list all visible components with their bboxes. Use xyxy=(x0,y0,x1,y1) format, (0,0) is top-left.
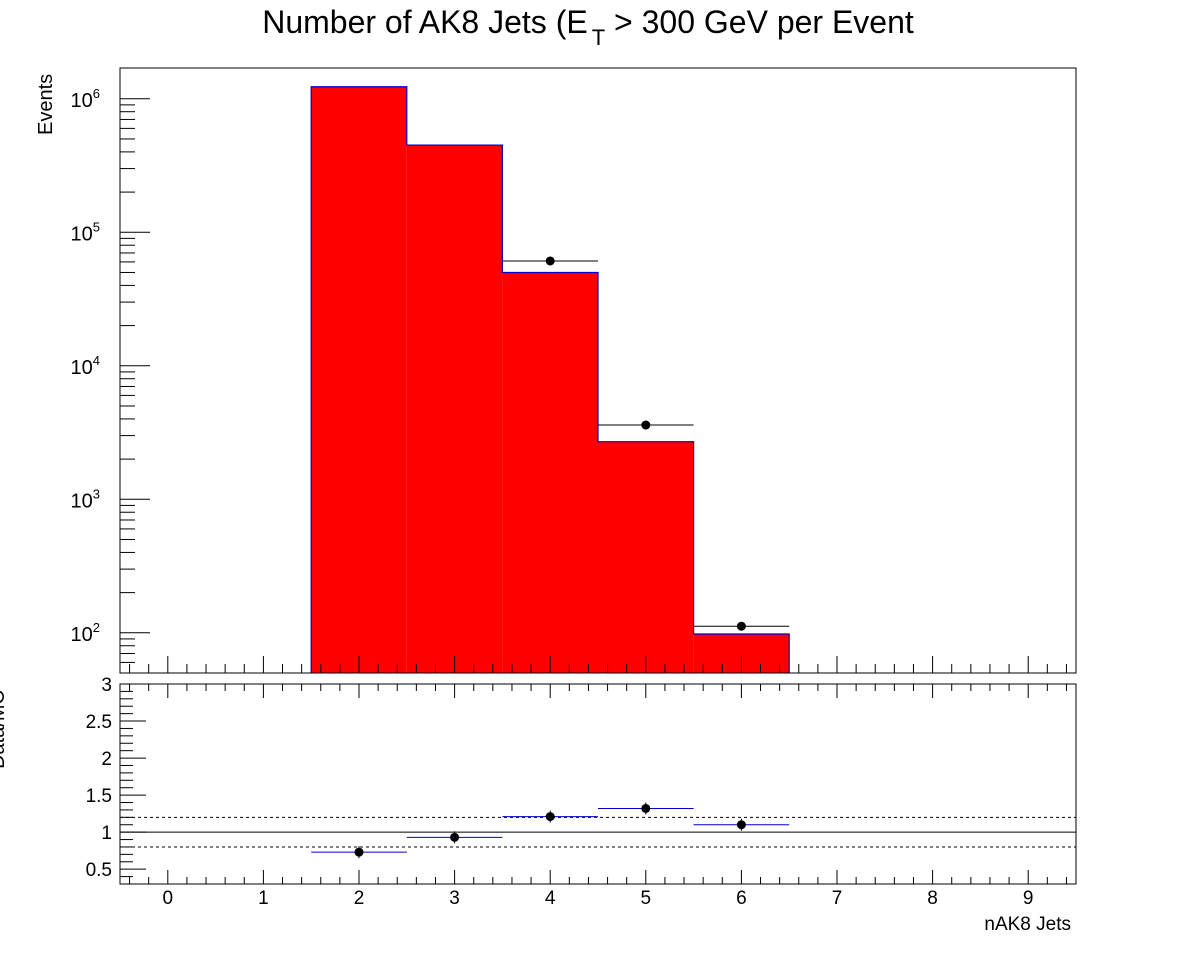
data-point xyxy=(641,420,651,430)
chart-title-sub: T xyxy=(592,25,605,50)
data-point xyxy=(736,621,746,631)
chart-title-main: Number of AK8 Jets (E xyxy=(262,4,587,40)
ratio-ytick-label: 1 xyxy=(101,823,112,844)
xtick-label: 9 xyxy=(1023,888,1034,909)
xtick-label: 6 xyxy=(736,888,747,909)
xtick-label: 0 xyxy=(163,888,174,909)
ylabel-main: Events xyxy=(35,74,57,135)
ratio-frame xyxy=(119,683,1077,885)
xtick-label: 7 xyxy=(832,888,843,909)
ratio-reference-lines xyxy=(120,816,1076,848)
xtick-label: 3 xyxy=(449,888,460,909)
mc-bar xyxy=(598,441,694,673)
data-point xyxy=(545,256,555,266)
ratio-ytick-label: 2 xyxy=(101,749,112,770)
main-yaxis-labels: 102 103 104 105 106 xyxy=(71,86,100,646)
main-frame xyxy=(119,67,1077,674)
ratio-ytick-label: 2.5 xyxy=(86,712,112,733)
ratio-ytick-label: 1.5 xyxy=(86,786,112,807)
chart-title: Number of AK8 Jets (E T > 300 GeV per Eve… xyxy=(262,4,914,50)
mc-bar xyxy=(311,86,407,673)
ratio-axis-ticks xyxy=(120,683,1067,885)
ylabel-ratio: Data/MC xyxy=(0,690,9,769)
ytick-label: 102 xyxy=(71,620,100,646)
ytick-label: 103 xyxy=(71,486,100,512)
xlabel: nAK8 Jets xyxy=(984,914,1071,935)
ratio-point xyxy=(450,832,460,842)
xtick-label: 2 xyxy=(354,888,365,909)
ratio-point xyxy=(736,820,746,830)
xtick-label: 5 xyxy=(641,888,652,909)
xtick-label: 1 xyxy=(258,888,269,909)
ratio-point xyxy=(354,847,364,857)
data-points xyxy=(502,256,790,631)
ratio-point xyxy=(641,803,651,813)
mc-bar xyxy=(502,272,598,673)
ratio-ytick-label: 0.5 xyxy=(86,860,112,881)
mc-bar xyxy=(406,145,503,673)
main-panel: 102 103 104 105 106 xyxy=(71,67,1077,674)
ratio-ytick-label: 3 xyxy=(101,675,112,696)
ratio-points xyxy=(311,802,790,859)
ratio-yaxis-labels: 0.5 1 1.5 2 2.5 3 xyxy=(86,675,112,881)
mc-histogram xyxy=(310,86,790,673)
ytick-label: 106 xyxy=(71,86,100,112)
ratio-point xyxy=(545,812,555,822)
xtick-label: 8 xyxy=(927,888,938,909)
ytick-label: 104 xyxy=(71,353,100,379)
ytick-label: 105 xyxy=(71,219,100,245)
xtick-label: 4 xyxy=(545,888,556,909)
mc-outline xyxy=(310,86,790,673)
ratio-panel: 0.5 1 1.5 2 2.5 3 0 1 2 3 4 5 6 7 8 9 xyxy=(86,675,1077,909)
xaxis-labels: 0 1 2 3 4 5 6 7 8 9 xyxy=(163,888,1034,909)
chart-title-rest: > 300 GeV per Event xyxy=(605,4,914,40)
